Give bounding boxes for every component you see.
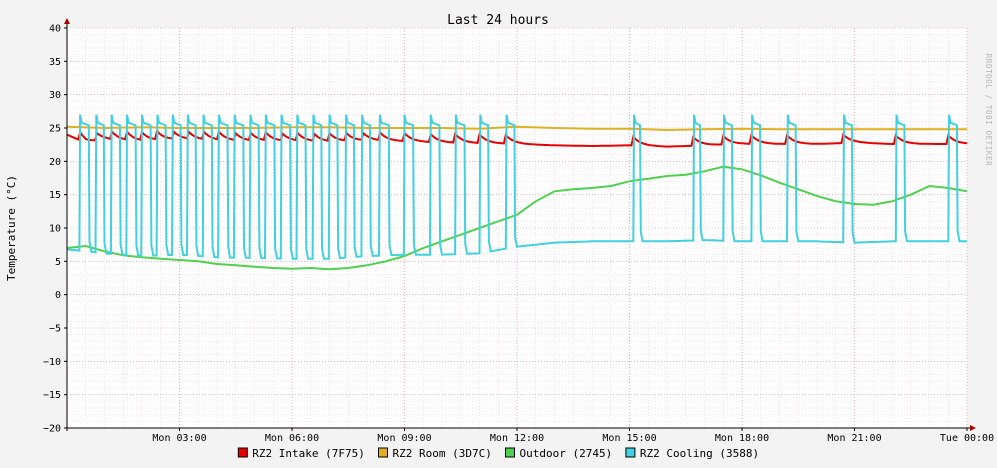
legend-swatch [625,447,636,458]
legend-label: RZ2 Cooling (3588) [640,447,759,460]
legend-label: RZ2 Intake (7F75) [252,447,365,460]
y-tick-label: 15 [49,190,61,201]
legend-label: Outdoor (2745) [520,447,613,460]
y-tick-label: −15 [43,390,61,401]
y-axis-label: Temperature (°C) [5,175,18,281]
grid [66,27,968,429]
x-tick-label: Tue 00:00 [940,433,994,444]
x-tick-label: Mon 12:00 [490,433,544,444]
y-tick-label: 20 [49,157,61,168]
series-line-outdoor [66,165,968,271]
x-tick-labels: Mon 03:00 Mon 06:00 Mon 09:00 Mon 12:00 Mon … [152,428,994,444]
watermark: RRDTOOL / TOBI OETIKER [984,54,993,167]
x-axis-arrow [970,425,976,431]
x-tick-label: Mon 21:00 [827,433,881,444]
y-tick-label: 25 [49,124,61,135]
y-tick-label: 30 [49,90,61,101]
legend-label: RZ2 Room (3D7C) [393,447,492,460]
y-tick-label: −20 [43,424,61,435]
y-tick-label: 0 [55,290,61,301]
legend-swatch [378,447,388,458]
x-tick-label: Mon 09:00 [377,433,431,444]
series-line-room [66,125,967,132]
x-tick-label: Mon 15:00 [602,433,656,444]
series-line-intake [66,129,968,148]
y-tick-labels: 40 35 30 25 20 15 10 5 0 −5 −10 −15 −20 [43,24,67,435]
y-axis-arrow [64,18,70,24]
y-tick-label: −5 [49,324,61,335]
y-tick-label: −10 [43,357,61,368]
y-tick-label: 10 [49,224,61,235]
chart-title: Last 24 hours [447,13,549,28]
legend: RZ2 Intake (7F75) RZ2 Room (3D7C) Outdoor … [237,447,759,460]
legend-swatch [505,447,515,458]
legend-swatch [237,447,248,458]
y-tick-label: 40 [49,24,61,35]
series-line-cooling [66,114,967,260]
x-tick-label: Mon 18:00 [715,433,769,444]
x-tick-label: Mon 06:00 [265,433,319,444]
y-tick-label: 35 [49,57,61,68]
y-tick-label: 5 [55,257,61,268]
series-layer [66,114,968,271]
x-tick-label: Mon 03:00 [152,433,206,444]
axes [64,18,976,431]
